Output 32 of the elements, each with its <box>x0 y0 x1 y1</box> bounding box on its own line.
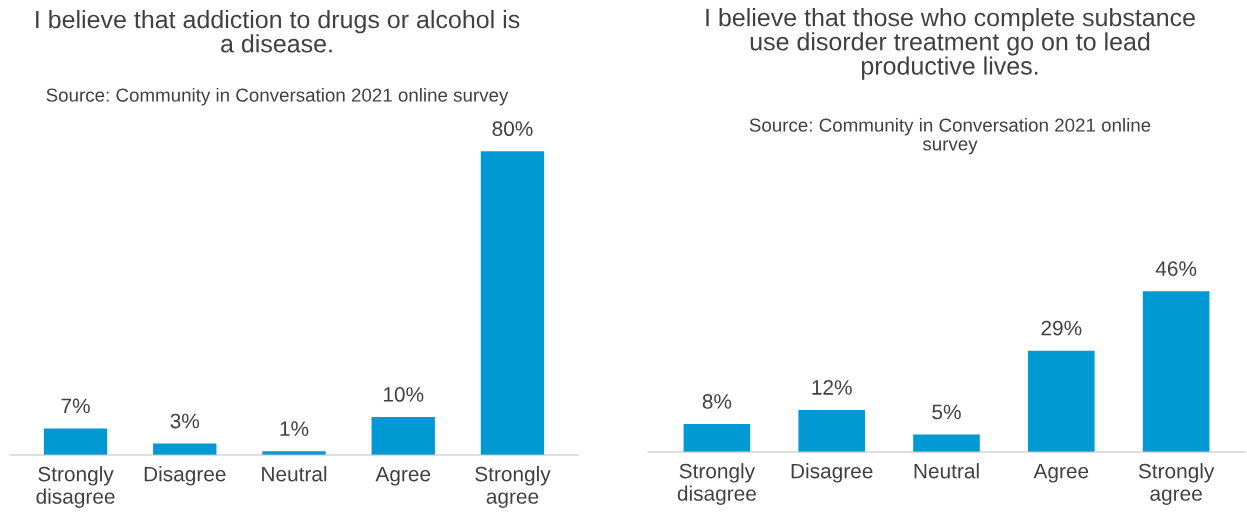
data-label: 80% <box>492 121 533 137</box>
x-tick-label: Strongly agree <box>475 466 551 508</box>
chart-subtitle: Source: Community in Conversation 2021 online survey <box>46 88 509 106</box>
chart-title: I believe that addiction to drugs or alcohol is a disease. <box>36 10 520 53</box>
x-tick-label: Strongly disagree <box>36 466 115 508</box>
bar <box>798 410 865 452</box>
data-label: 12% <box>812 380 852 395</box>
x-tick-label: Agree <box>1033 463 1089 483</box>
x-tick-label: Neutral <box>262 466 327 482</box>
bar <box>480 151 545 455</box>
bar <box>371 417 435 455</box>
data-label: 29% <box>1041 320 1082 336</box>
bar <box>683 424 751 452</box>
bar <box>1142 291 1210 452</box>
x-tick-label: Strongly disagree <box>677 463 756 505</box>
x-tick-label: Disagree <box>791 463 873 483</box>
data-label: 10% <box>383 387 424 402</box>
bar <box>43 428 108 455</box>
x-tick-label: Neutral <box>914 463 979 479</box>
data-label: 7% <box>61 398 90 414</box>
data-label: 1% <box>280 421 309 436</box>
data-label: 8% <box>702 394 732 409</box>
x-tick-label: Agree <box>375 466 431 486</box>
chart-subtitle: Source: Community in Conversation 2021 online survey <box>749 118 1151 155</box>
data-label: 46% <box>1155 261 1197 277</box>
x-tick-label: Strongly agree <box>1138 463 1215 505</box>
data-label: 5% <box>932 404 961 420</box>
data-label: 3% <box>170 413 200 429</box>
x-tick-label: Disagree <box>144 466 226 486</box>
chart-title: I believe that those who complete substance use disorder treatment go on to lead productive lives. <box>706 8 1195 80</box>
bar <box>1028 350 1095 452</box>
bar <box>913 434 980 452</box>
